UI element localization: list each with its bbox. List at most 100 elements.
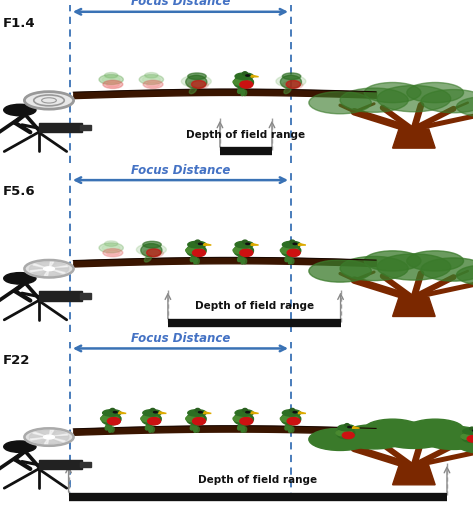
Ellipse shape: [151, 427, 154, 432]
Circle shape: [406, 252, 473, 286]
Circle shape: [235, 241, 254, 248]
Circle shape: [377, 85, 451, 112]
Circle shape: [407, 251, 464, 271]
Ellipse shape: [141, 413, 161, 425]
Circle shape: [246, 243, 250, 244]
Ellipse shape: [190, 423, 197, 430]
Circle shape: [246, 412, 250, 413]
FancyArrow shape: [298, 412, 306, 414]
Ellipse shape: [289, 259, 292, 264]
Circle shape: [114, 412, 117, 413]
Ellipse shape: [234, 76, 254, 88]
Wedge shape: [44, 437, 49, 444]
Ellipse shape: [284, 87, 291, 94]
Polygon shape: [393, 129, 435, 148]
Wedge shape: [44, 269, 49, 276]
Ellipse shape: [243, 240, 247, 243]
Ellipse shape: [233, 247, 251, 254]
Circle shape: [143, 241, 161, 248]
FancyArrow shape: [251, 75, 259, 77]
Ellipse shape: [240, 249, 253, 257]
Circle shape: [4, 441, 36, 452]
Wedge shape: [30, 269, 49, 272]
Circle shape: [340, 257, 408, 281]
Circle shape: [348, 426, 351, 428]
Ellipse shape: [287, 418, 300, 425]
Circle shape: [351, 246, 434, 276]
Text: Depth of field range: Depth of field range: [186, 130, 306, 140]
Circle shape: [325, 83, 423, 118]
Circle shape: [394, 246, 473, 276]
Wedge shape: [49, 262, 54, 269]
Wedge shape: [37, 262, 56, 269]
Ellipse shape: [282, 81, 303, 89]
Circle shape: [309, 428, 371, 450]
Circle shape: [456, 96, 473, 117]
Circle shape: [360, 248, 467, 286]
Text: F5.6: F5.6: [2, 185, 35, 198]
Ellipse shape: [145, 73, 158, 78]
Wedge shape: [49, 268, 69, 274]
FancyArrow shape: [251, 412, 259, 414]
Ellipse shape: [470, 427, 473, 430]
Wedge shape: [29, 432, 49, 438]
FancyArrow shape: [251, 243, 259, 245]
Ellipse shape: [194, 427, 197, 432]
Ellipse shape: [240, 81, 253, 88]
Wedge shape: [42, 437, 61, 444]
Wedge shape: [49, 262, 69, 269]
Ellipse shape: [147, 249, 161, 257]
Ellipse shape: [186, 247, 203, 254]
Ellipse shape: [103, 248, 123, 257]
Wedge shape: [49, 430, 54, 437]
Ellipse shape: [290, 409, 295, 412]
Ellipse shape: [237, 254, 244, 262]
Ellipse shape: [186, 244, 206, 257]
FancyArrow shape: [158, 412, 166, 414]
Circle shape: [309, 260, 371, 282]
Circle shape: [340, 88, 408, 112]
Ellipse shape: [287, 249, 300, 257]
Ellipse shape: [144, 256, 151, 262]
Ellipse shape: [110, 409, 115, 412]
Text: F22: F22: [2, 354, 30, 367]
FancyArrow shape: [203, 412, 211, 414]
Wedge shape: [49, 431, 69, 437]
Ellipse shape: [111, 427, 114, 432]
Ellipse shape: [189, 87, 196, 94]
Text: Focus Distance: Focus Distance: [131, 164, 230, 177]
Text: Focus Distance: Focus Distance: [131, 332, 230, 345]
Ellipse shape: [102, 76, 120, 83]
Ellipse shape: [243, 259, 246, 264]
Ellipse shape: [237, 423, 244, 430]
FancyBboxPatch shape: [39, 291, 82, 300]
Circle shape: [188, 410, 206, 416]
Wedge shape: [37, 430, 56, 437]
Ellipse shape: [285, 254, 291, 262]
Wedge shape: [49, 437, 65, 442]
Ellipse shape: [193, 418, 205, 425]
Ellipse shape: [150, 409, 155, 412]
Circle shape: [309, 91, 371, 114]
Circle shape: [188, 241, 206, 248]
Ellipse shape: [233, 79, 251, 85]
Circle shape: [338, 425, 355, 431]
Ellipse shape: [186, 75, 207, 88]
FancyBboxPatch shape: [39, 123, 82, 132]
Circle shape: [295, 255, 385, 287]
Ellipse shape: [340, 436, 346, 443]
Ellipse shape: [192, 80, 206, 88]
Ellipse shape: [467, 435, 473, 442]
Circle shape: [25, 91, 74, 109]
Ellipse shape: [290, 427, 294, 432]
Ellipse shape: [148, 418, 160, 425]
Wedge shape: [30, 269, 49, 275]
Ellipse shape: [281, 413, 301, 425]
Circle shape: [293, 243, 297, 244]
Circle shape: [325, 251, 423, 286]
Wedge shape: [49, 436, 69, 442]
Circle shape: [235, 73, 254, 79]
Circle shape: [407, 419, 464, 439]
Ellipse shape: [190, 254, 197, 262]
Ellipse shape: [196, 259, 199, 264]
